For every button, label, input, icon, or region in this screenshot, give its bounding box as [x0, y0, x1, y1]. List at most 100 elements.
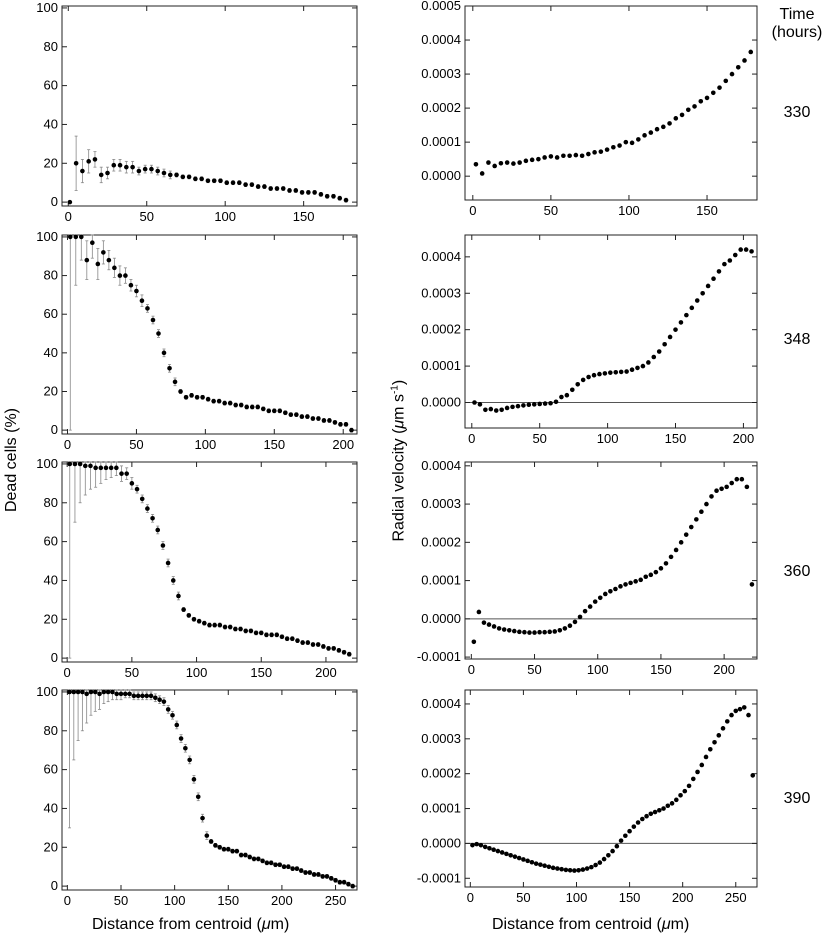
data-point: [211, 398, 216, 404]
data-point: [202, 620, 207, 626]
data-point: [579, 153, 585, 159]
data-point: [646, 360, 651, 365]
data-point: [343, 422, 349, 427]
data-point: [673, 327, 678, 332]
data-point: [205, 396, 211, 402]
data-point: [699, 509, 704, 515]
data-point: [144, 693, 150, 699]
x-tick-label: 150: [619, 890, 641, 905]
data-point: [101, 250, 106, 255]
data-point: [689, 305, 695, 311]
data-point: [213, 843, 218, 848]
chart-vel-348: 0 50 100 150 200 0.0000 0.0001 0.0002 0.0003 0.00…: [421, 234, 758, 446]
chart-dead-390: 0 50 100 150 200 250 0 20 40 60 80 100: [36, 684, 358, 908]
data-point: [260, 406, 266, 412]
data-point: [567, 867, 573, 873]
data-point: [732, 252, 738, 258]
data-point: [67, 234, 73, 240]
y-tick-label: 0.0001: [421, 134, 461, 149]
y-tick-label: 0.0005: [421, 0, 461, 13]
data-point: [515, 403, 521, 409]
data-point: [255, 184, 261, 189]
data-point: [580, 867, 586, 872]
data-point: [719, 486, 724, 492]
data-point: [692, 104, 697, 109]
left-ylabel-text: Dead cells (%): [3, 407, 20, 513]
data-point: [684, 312, 689, 318]
data-point: [472, 400, 477, 405]
data-point: [211, 178, 217, 184]
plot-frame: [61, 461, 358, 663]
data-point: [170, 712, 175, 718]
data-point: [150, 516, 155, 521]
x-tick-label: 200: [271, 893, 293, 908]
data-point: [288, 412, 294, 417]
data-point: [183, 394, 189, 400]
data-point: [88, 689, 94, 695]
data-point: [281, 864, 287, 869]
x-tick-label: 100: [566, 890, 588, 905]
data-point: [711, 276, 716, 281]
data-point: [531, 402, 537, 407]
data-point: [739, 476, 745, 482]
y-tick-label: 0.0003: [421, 285, 461, 300]
data-point: [572, 868, 577, 873]
data-point: [187, 757, 192, 763]
data-point: [483, 407, 488, 413]
data-point: [124, 164, 129, 170]
data-point: [105, 170, 110, 176]
data-point: [709, 494, 714, 499]
data-point: [586, 374, 591, 380]
data-point: [150, 317, 156, 323]
right-ylabel-prefix: Radial velocity (: [390, 428, 408, 542]
x-tick-label: 200: [315, 665, 337, 680]
data-point: [160, 543, 166, 548]
data-point: [521, 403, 526, 408]
data-point: [273, 862, 278, 868]
x-tick-label: 100: [186, 665, 208, 680]
time-header: Time (hours): [762, 6, 830, 42]
data-point: [729, 712, 734, 718]
y-tick-label: 80: [44, 723, 58, 738]
data-point: [633, 579, 638, 584]
data-point: [268, 860, 274, 866]
data-point: [648, 811, 654, 817]
data-point: [499, 407, 504, 413]
data-point: [742, 58, 747, 63]
data-point: [629, 140, 635, 146]
data-point: [569, 387, 575, 393]
right-xlabel-mu: μ: [661, 916, 671, 933]
data-point: [349, 427, 354, 433]
data-point: [271, 408, 277, 414]
data-point: [118, 691, 124, 697]
data-point: [103, 465, 109, 471]
y-tick-label: -0.0001: [417, 870, 461, 885]
y-tick-label: 0.0004: [421, 696, 461, 711]
data-point: [320, 874, 325, 879]
data-point: [559, 394, 564, 400]
data-point: [744, 484, 750, 490]
right-ylabel: Radial velocity (μm s-1): [389, 376, 408, 546]
data-point: [129, 481, 135, 486]
right-xlabel: Distance from centroid (μm): [492, 916, 689, 934]
data-point: [117, 273, 123, 278]
x-tick-label: 0: [64, 437, 71, 452]
data-point: [186, 613, 192, 618]
y-tick-label: 0.0003: [421, 66, 461, 81]
data-point: [529, 157, 535, 163]
data-point: [614, 843, 620, 849]
data-point: [298, 868, 304, 873]
data-point: [73, 234, 79, 240]
x-tick-label: 100: [587, 662, 609, 677]
data-point: [200, 394, 205, 400]
data-point: [139, 496, 145, 502]
data-point: [269, 632, 274, 638]
data-point: [80, 168, 85, 174]
time-label-348: 348: [783, 331, 811, 348]
x-tick-label: 150: [650, 662, 672, 677]
data-point: [114, 691, 120, 697]
data-point: [234, 848, 240, 854]
data-point: [127, 691, 132, 697]
data-point: [592, 150, 597, 155]
plot-frame: [464, 461, 758, 660]
